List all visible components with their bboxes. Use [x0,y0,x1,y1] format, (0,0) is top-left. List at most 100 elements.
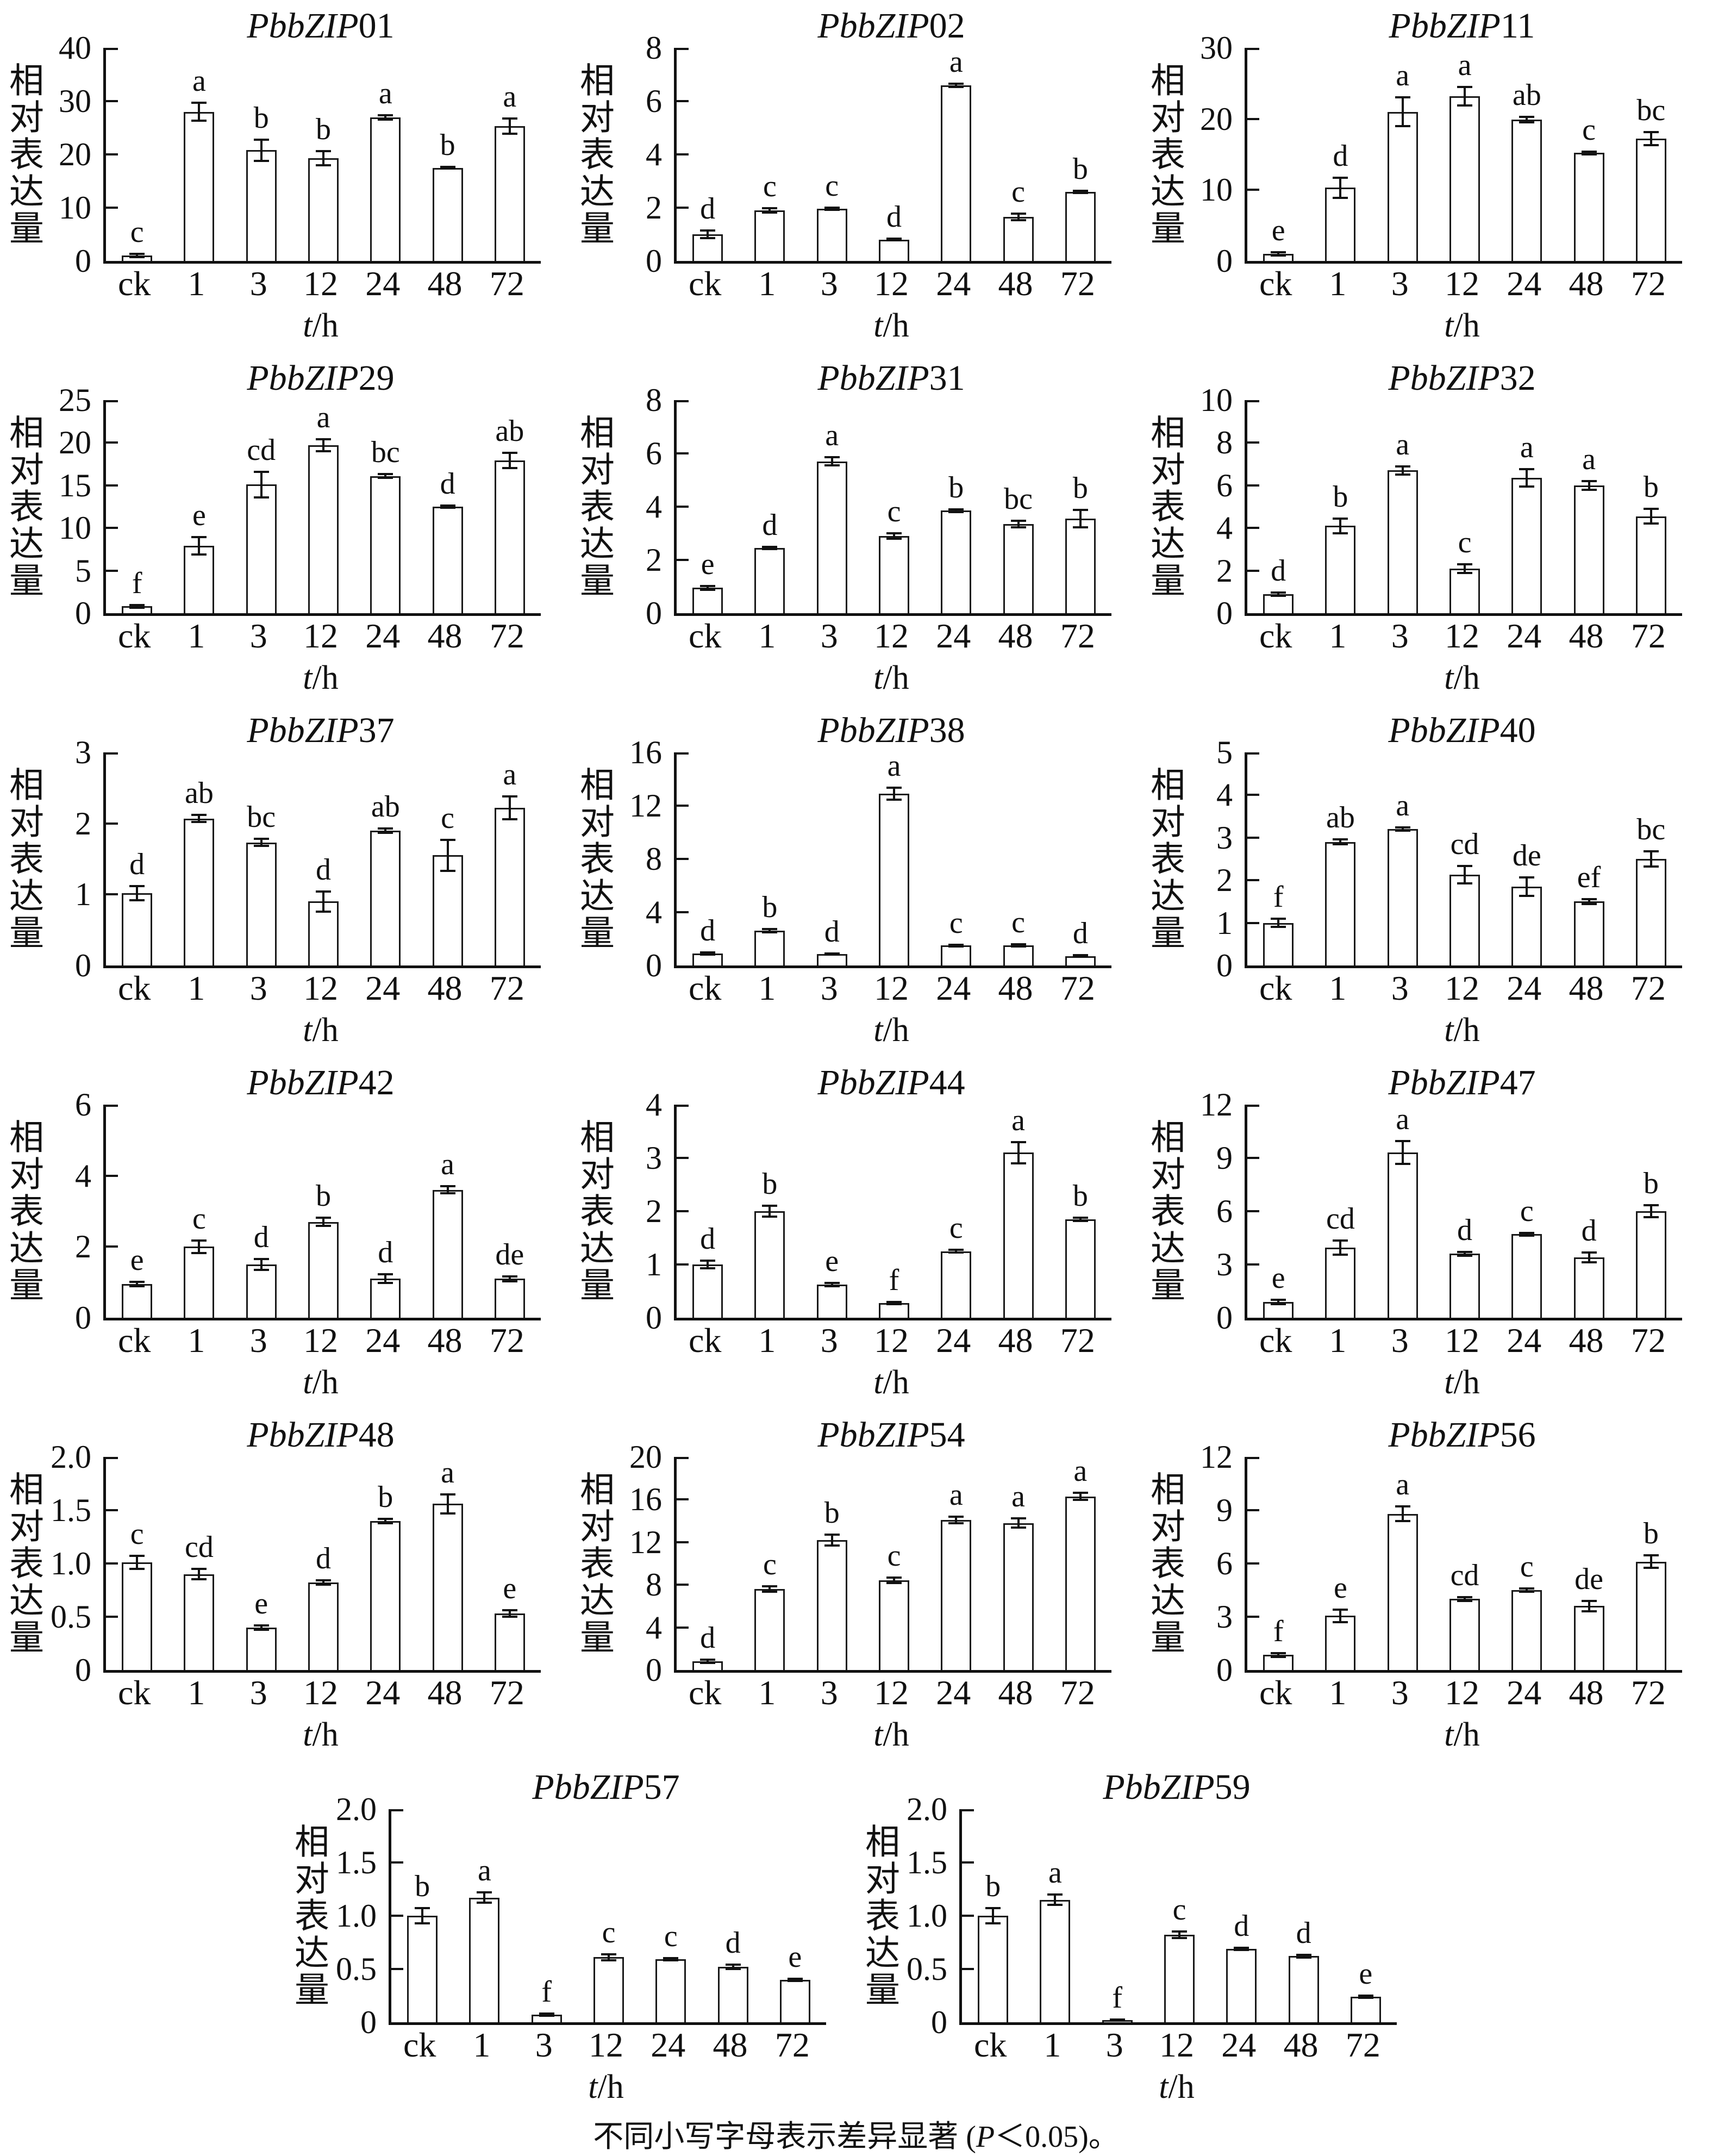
error-bar-cap-top [1010,1517,1026,1519]
error-bar-cap-bottom [762,211,778,214]
x-tick-label: 48 [427,616,463,655]
x-tick-label: 72 [1060,1673,1095,1712]
bar [1635,859,1666,965]
error-bar-cap-bottom [502,132,517,135]
error-bar-stem [1277,918,1280,927]
error-bar-stem [483,1892,486,1903]
error-bar-cap-bottom [253,1269,269,1272]
error-bar-stem [1178,1931,1180,1939]
bar [1449,875,1480,965]
x-axis-label-unit: /h [883,1012,909,1049]
error-bar-cap-bottom [1581,153,1597,155]
x-tick-labels: ck 1 3 12 24 48 72 [674,261,1109,307]
x-axis-label-t: t [1444,659,1454,696]
error-bar-cap-top [316,1579,331,1582]
error-bar-stem [1464,1252,1466,1256]
chart-title-gene: PbbZIP [247,1063,359,1102]
x-tick-label: 3 [1391,1321,1409,1360]
error-bar-cap-bottom [824,1285,840,1288]
bar [1325,842,1356,965]
error-bar-stem [384,473,387,478]
error-bar-cap-bottom [1519,1590,1535,1593]
y-axis-label: 相对表达量 [575,1471,614,1656]
x-tick-label: 48 [427,264,463,303]
bar [941,510,972,613]
error-bar-cap-bottom [502,818,517,820]
y-tick-label: 8 [646,30,662,66]
bar [941,945,972,965]
bar [754,547,785,613]
y-tick-label: 8 [1216,425,1233,461]
error-bar-stem [198,537,201,554]
x-tick-label: 3 [820,1321,838,1360]
bar [1325,1616,1356,1670]
chart-title-gene: PbbZIP [1388,1415,1500,1455]
error-bar-cap-bottom [1581,1610,1597,1613]
bar [879,1303,909,1318]
error-bar-stem [508,1276,511,1281]
plot-area: b a f c d d e [959,1809,1397,2025]
plot-main: 相对表达量 0 2 4 6 8 d c c d a c b [571,30,1141,279]
error-bar-stem [446,1186,449,1194]
error-bar-cap-bottom [378,477,393,479]
error-bar-cap-bottom [1457,1599,1472,1602]
error-bar-cap-bottom [129,606,145,609]
x-axis-label: t/h [1245,1011,1679,1051]
x-axis-label-t: t [303,1012,313,1049]
plot-area: b a f c c d e [389,1809,826,2025]
chart-title-number: 40 [1499,711,1536,750]
x-tick-label: ck [688,969,722,1007]
bar [184,1247,215,1318]
sig-letter: a [949,45,963,79]
x-tick-label: 48 [998,1321,1033,1360]
sig-letter: b [253,101,269,135]
plot-area: c a b b a b a [103,48,541,264]
sig-letter: e [825,1244,839,1279]
y-tick-mark [106,484,118,487]
x-tick-label: 12 [303,1321,338,1360]
bar [184,546,215,613]
sig-letter: c [763,169,777,203]
error-bar-stem [136,1282,139,1286]
x-tick-label: 24 [1507,264,1542,303]
error-bar-stem [1017,1142,1020,1163]
sig-letter: de [1574,1562,1603,1596]
sig-letter: f [541,1975,552,2009]
plot-area: d ab bc d ab c a [103,752,541,968]
bar [1065,519,1096,613]
error-bar-stem [893,787,895,800]
bar [1573,153,1604,261]
sig-letter: a [316,401,330,435]
y-tick-label: 9 [1216,1492,1233,1528]
error-bar-cap-bottom [1271,926,1286,929]
error-bar-stem [830,457,833,466]
y-axis-label: 相对表达量 [1146,767,1184,951]
x-tick-labels: ck 1 3 12 24 48 72 [674,613,1109,659]
error-bar-cap-top [253,1257,269,1260]
error-bar-cap-top [948,1515,964,1518]
error-bar-cap-top [948,1248,964,1251]
chart-title-number: 29 [358,358,395,398]
chart-title: PbbZIP42 [103,1061,538,1105]
error-bar-cap-top [1519,468,1535,471]
x-tick-label: 1 [1044,2026,1061,2064]
x-tick-label: 1 [188,1321,205,1360]
error-bar-cap-top [1271,1652,1286,1654]
bar [879,535,909,613]
y-tick-label: 4 [1216,510,1233,546]
error-bar-cap-top [1581,1251,1597,1254]
sig-letter: cd [247,433,276,467]
bar [754,931,785,965]
y-tick-mark [1247,836,1259,839]
y-tick-label: 0 [75,1300,91,1336]
x-tick-label: 72 [1345,2026,1380,2064]
y-tick-mark [677,858,689,860]
x-tick-label: 24 [365,1321,401,1360]
y-tick-label: 4 [646,894,662,930]
bar [246,1264,277,1318]
x-tick-label: 48 [1569,616,1604,655]
error-bar-stem [1526,877,1528,896]
bar [779,1979,810,2022]
error-bar-cap-top [1643,507,1659,510]
x-tick-label: 48 [1569,1673,1604,1712]
